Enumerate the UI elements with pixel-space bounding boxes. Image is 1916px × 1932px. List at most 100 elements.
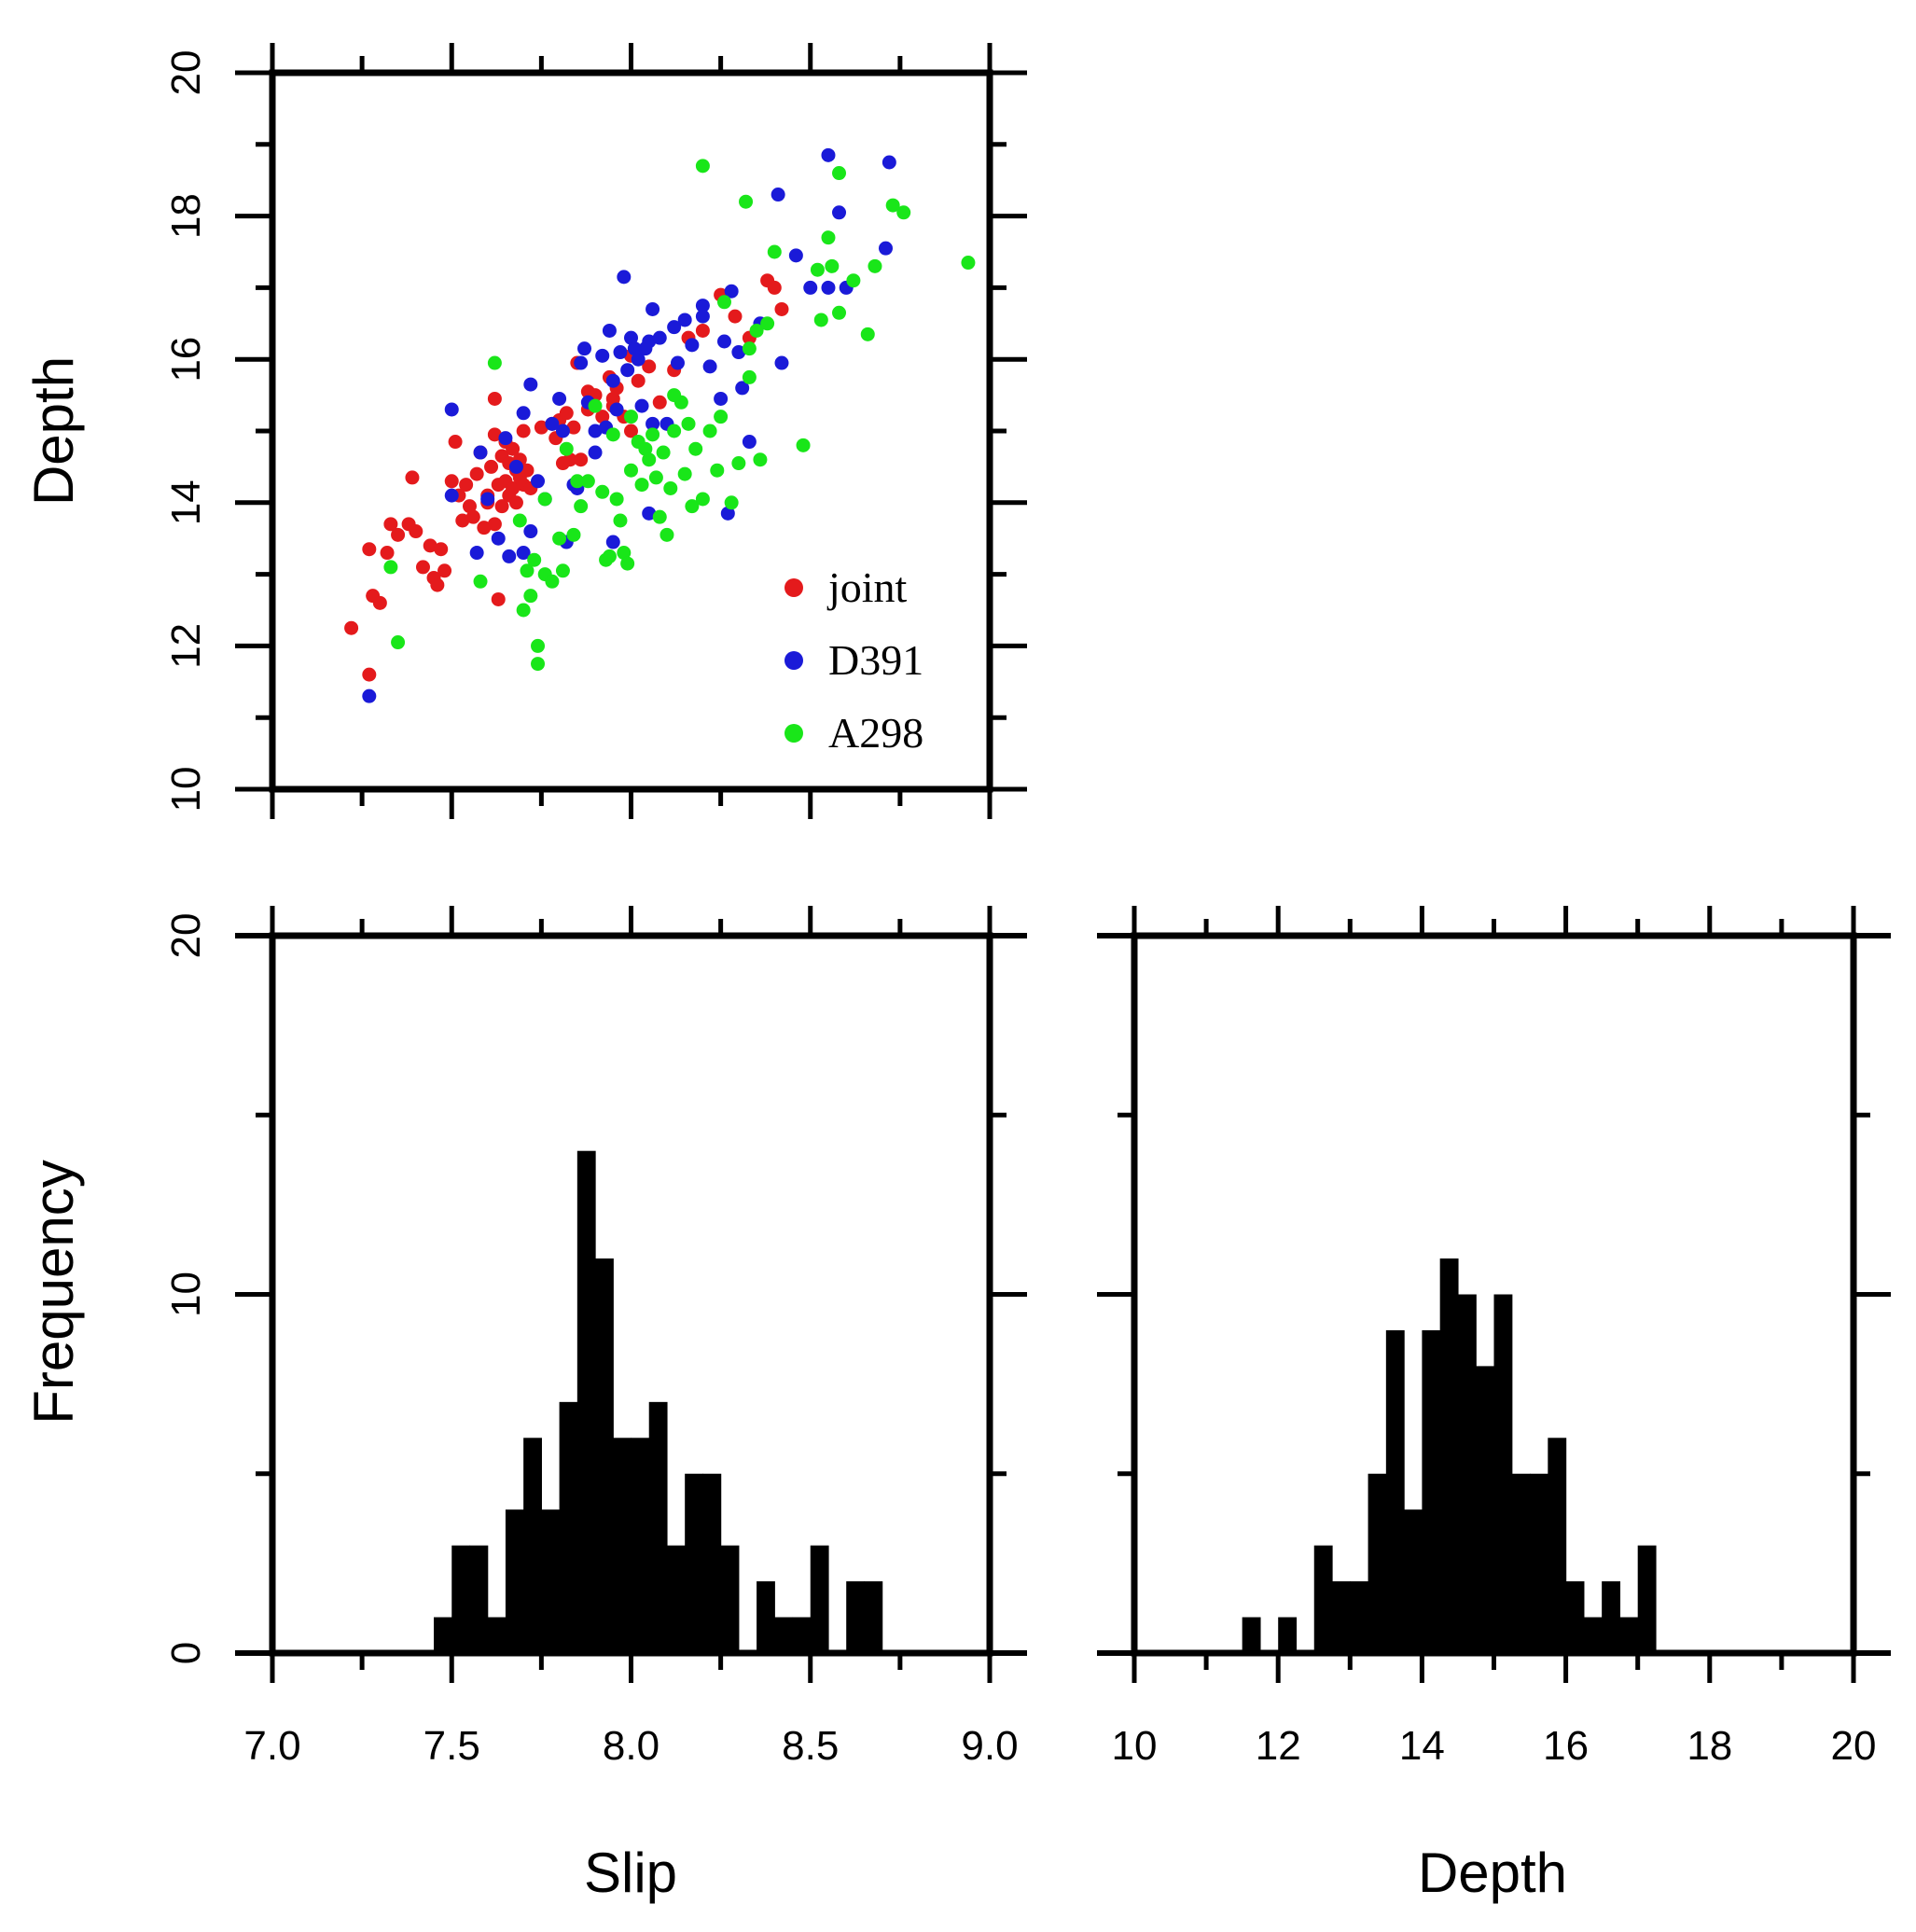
scatter-point-A298 xyxy=(677,466,692,481)
scatter-panel: 10 12 14 16 18 20 joint D391 A298 xyxy=(163,43,1027,819)
scatter-point-A298 xyxy=(667,424,682,438)
depth-hist-bar xyxy=(1332,1581,1351,1653)
scatter-point-D391 xyxy=(609,402,624,417)
scatter-point-D391 xyxy=(788,248,803,263)
slip-hist-bar xyxy=(541,1509,561,1653)
scatter-point-joint xyxy=(494,499,509,514)
scatter-point-A298 xyxy=(595,484,610,499)
legend-marker-A298 xyxy=(784,724,803,743)
scatter-point-A298 xyxy=(825,258,840,273)
scatter-point-D391 xyxy=(821,280,836,295)
scatter-point-A298 xyxy=(624,410,638,424)
depth-histogram-panel: 10 12 14 16 18 20 xyxy=(1097,906,1891,1769)
slip-hist-bar xyxy=(702,1473,722,1653)
scatter-point-A298 xyxy=(896,205,911,220)
scatter-point-joint xyxy=(566,420,581,435)
scatter-point-A298 xyxy=(753,452,768,467)
scatter-point-A298 xyxy=(663,480,678,495)
depth-hist-x-tick-label: 14 xyxy=(1399,1723,1445,1769)
scatter-point-joint xyxy=(459,478,474,493)
scatter-point-D391 xyxy=(720,506,735,521)
slip-hist-x-tick-label: 7.0 xyxy=(243,1723,300,1769)
depth-hist-x-tick-label: 10 xyxy=(1112,1723,1158,1769)
scatter-point-joint xyxy=(487,427,502,442)
scatter-point-A298 xyxy=(832,305,847,320)
slip-hist-bar xyxy=(648,1401,668,1653)
scatter-point-A298 xyxy=(821,230,836,245)
scatter-point-D391 xyxy=(552,391,567,406)
scatter-point-A298 xyxy=(832,166,847,181)
slip-hist-x-tick-label: 9.0 xyxy=(961,1723,1018,1769)
slip-hist-bar xyxy=(846,1581,866,1653)
slip-hist-bar xyxy=(757,1581,775,1653)
scatter-point-D391 xyxy=(531,474,546,489)
scatter-point-joint xyxy=(491,591,506,606)
scatter-point-D391 xyxy=(516,546,531,561)
slip-hist-bar xyxy=(864,1581,883,1653)
slip-hist-bar xyxy=(685,1473,703,1653)
scatter-point-D391 xyxy=(646,416,660,431)
scatter-point-A298 xyxy=(681,416,696,431)
scatter-point-joint xyxy=(477,521,492,535)
scatter-y-tick-label: 18 xyxy=(163,193,209,239)
scatter-point-A298 xyxy=(473,574,488,589)
legend-marker-D391 xyxy=(784,651,803,670)
scatter-point-joint xyxy=(448,435,463,450)
scatter-point-D391 xyxy=(577,341,592,356)
scatter-point-D391 xyxy=(602,323,617,338)
slip-hist-bar xyxy=(666,1545,686,1653)
scatter-point-A298 xyxy=(531,657,546,672)
scatter-point-joint xyxy=(487,517,502,532)
scatter-point-joint xyxy=(767,280,782,295)
depth-hist-bar xyxy=(1350,1581,1369,1653)
scatter-point-A298 xyxy=(537,492,552,507)
scatter-point-D391 xyxy=(634,398,649,413)
scatter-point-D391 xyxy=(595,348,610,363)
scatter-point-D391 xyxy=(491,531,506,546)
depth-hist-bar xyxy=(1511,1473,1531,1653)
scatter-point-joint xyxy=(506,480,521,495)
scatter-point-D391 xyxy=(627,341,642,356)
scatter-point-A298 xyxy=(620,556,635,571)
scatter-point-D391 xyxy=(771,188,785,202)
scatter-point-D391 xyxy=(624,330,638,345)
scatter-point-D391 xyxy=(882,155,896,170)
legend-label-joint: joint xyxy=(826,563,908,611)
depth-hist-x-tick-label: 12 xyxy=(1256,1723,1301,1769)
scatter-point-A298 xyxy=(716,295,731,310)
scatter-point-D391 xyxy=(605,373,620,388)
scatter-point-D391 xyxy=(667,320,682,335)
scatter-point-D391 xyxy=(574,355,589,370)
scatter-point-A298 xyxy=(695,492,710,507)
slip-hist-bar xyxy=(559,1401,578,1653)
depth-hist-bar xyxy=(1439,1258,1459,1653)
scatter-point-D391 xyxy=(646,301,660,316)
scatter-point-D391 xyxy=(642,334,657,349)
scatter-point-A298 xyxy=(810,262,825,277)
scatter-point-A298 xyxy=(702,424,717,438)
scatter-point-joint xyxy=(580,384,595,399)
scatter-point-D391 xyxy=(821,147,836,162)
scatter-point-A298 xyxy=(602,549,617,563)
scatter-point-joint xyxy=(624,424,638,438)
scatter-point-D391 xyxy=(469,546,484,561)
scatter-point-A298 xyxy=(617,546,632,561)
scatter-point-A298 xyxy=(634,478,649,493)
scatter-point-A298 xyxy=(383,560,398,575)
scatter-point-joint xyxy=(405,470,420,485)
depth-hist-bar xyxy=(1476,1366,1495,1653)
scatter-point-A298 xyxy=(739,194,754,209)
scatter-point-D391 xyxy=(774,355,789,370)
scatter-point-A298 xyxy=(731,456,746,471)
scatter-point-D391 xyxy=(502,549,517,563)
depth-hist-x-tick-label: 18 xyxy=(1687,1723,1732,1769)
scatter-point-joint xyxy=(642,359,657,374)
scatter-point-D391 xyxy=(444,488,459,503)
scatter-point-joint xyxy=(728,309,743,324)
scatter-point-A298 xyxy=(545,574,560,589)
slip-histogram-panel: 7.0 7.5 8.0 8.5 9.0 0 10 20 xyxy=(163,906,1027,1769)
scatter-point-A298 xyxy=(555,563,570,578)
scatter-point-A298 xyxy=(574,499,589,514)
scatter-point-A298 xyxy=(520,563,535,578)
